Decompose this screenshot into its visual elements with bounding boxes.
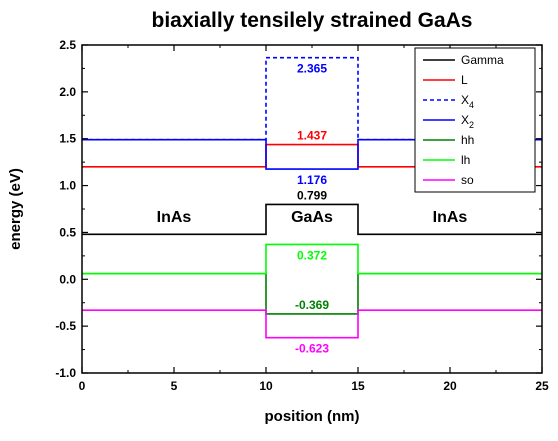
y-tick-label: 0.5 [59,225,76,239]
data-label: -0.369 [295,298,329,312]
legend-label-text: X [461,113,469,127]
data-label: 1.437 [297,129,327,143]
x-tick-label: 20 [443,379,457,393]
series-line-x2 [82,138,542,170]
series-line-so [82,309,542,339]
axes: 0 5 10 15 20 25 -1.0 -0.5 0.0 0.5 1.0 1.5 2.0 2.5 [55,38,549,393]
legend-label-text: lh [461,153,470,167]
legend-label: Gamma [461,53,504,67]
series-line-gamma [82,203,542,236]
legend-label-text: L [461,73,468,87]
chart-title: biaxially tensilely strained GaAs [152,9,473,32]
series-line-l [82,143,542,168]
x-axis-label: position (nm) [265,408,360,425]
y-tick-label: -1.0 [55,366,76,380]
y-tick-label: 2.5 [59,38,76,52]
series-line-lh [82,243,542,275]
legend-label-subscript: 4 [469,100,474,110]
legend-label: X2 [461,113,474,130]
legend-label-subscript: 2 [469,120,474,130]
legend-label: X4 [461,93,474,110]
legend-label: hh [461,133,474,147]
y-tick-label: 1.5 [59,132,76,146]
x-tick-label: 0 [79,379,86,393]
y-tick-label: 2.0 [59,85,76,99]
data-label: 2.365 [297,62,327,76]
x-tick-label: 10 [259,379,273,393]
data-label: 0.799 [297,188,327,202]
data-label: 1.176 [297,173,327,187]
data-label: 0.372 [297,248,327,262]
legend-label: lh [461,153,470,167]
x-tick-label: 25 [535,379,549,393]
legend-label-text: so [461,173,474,187]
legend-label-text: X [461,93,469,107]
y-tick-label: -0.5 [55,319,76,333]
x-tick-label: 15 [351,379,365,393]
region-label: GaAs [291,209,333,226]
data-label: -0.623 [295,342,329,356]
legend-label-text: hh [461,133,474,147]
legend-label: so [461,173,474,187]
y-axis-label: energy (eV) [7,168,24,250]
legend-label-text: Gamma [461,53,504,67]
y-tick-label: 1.0 [59,179,76,193]
region-label: InAs [433,209,468,226]
y-tick-label: 0.0 [59,272,76,286]
legend-label: L [461,73,468,87]
region-label: InAs [157,209,192,226]
x-tick-label: 5 [171,379,178,393]
